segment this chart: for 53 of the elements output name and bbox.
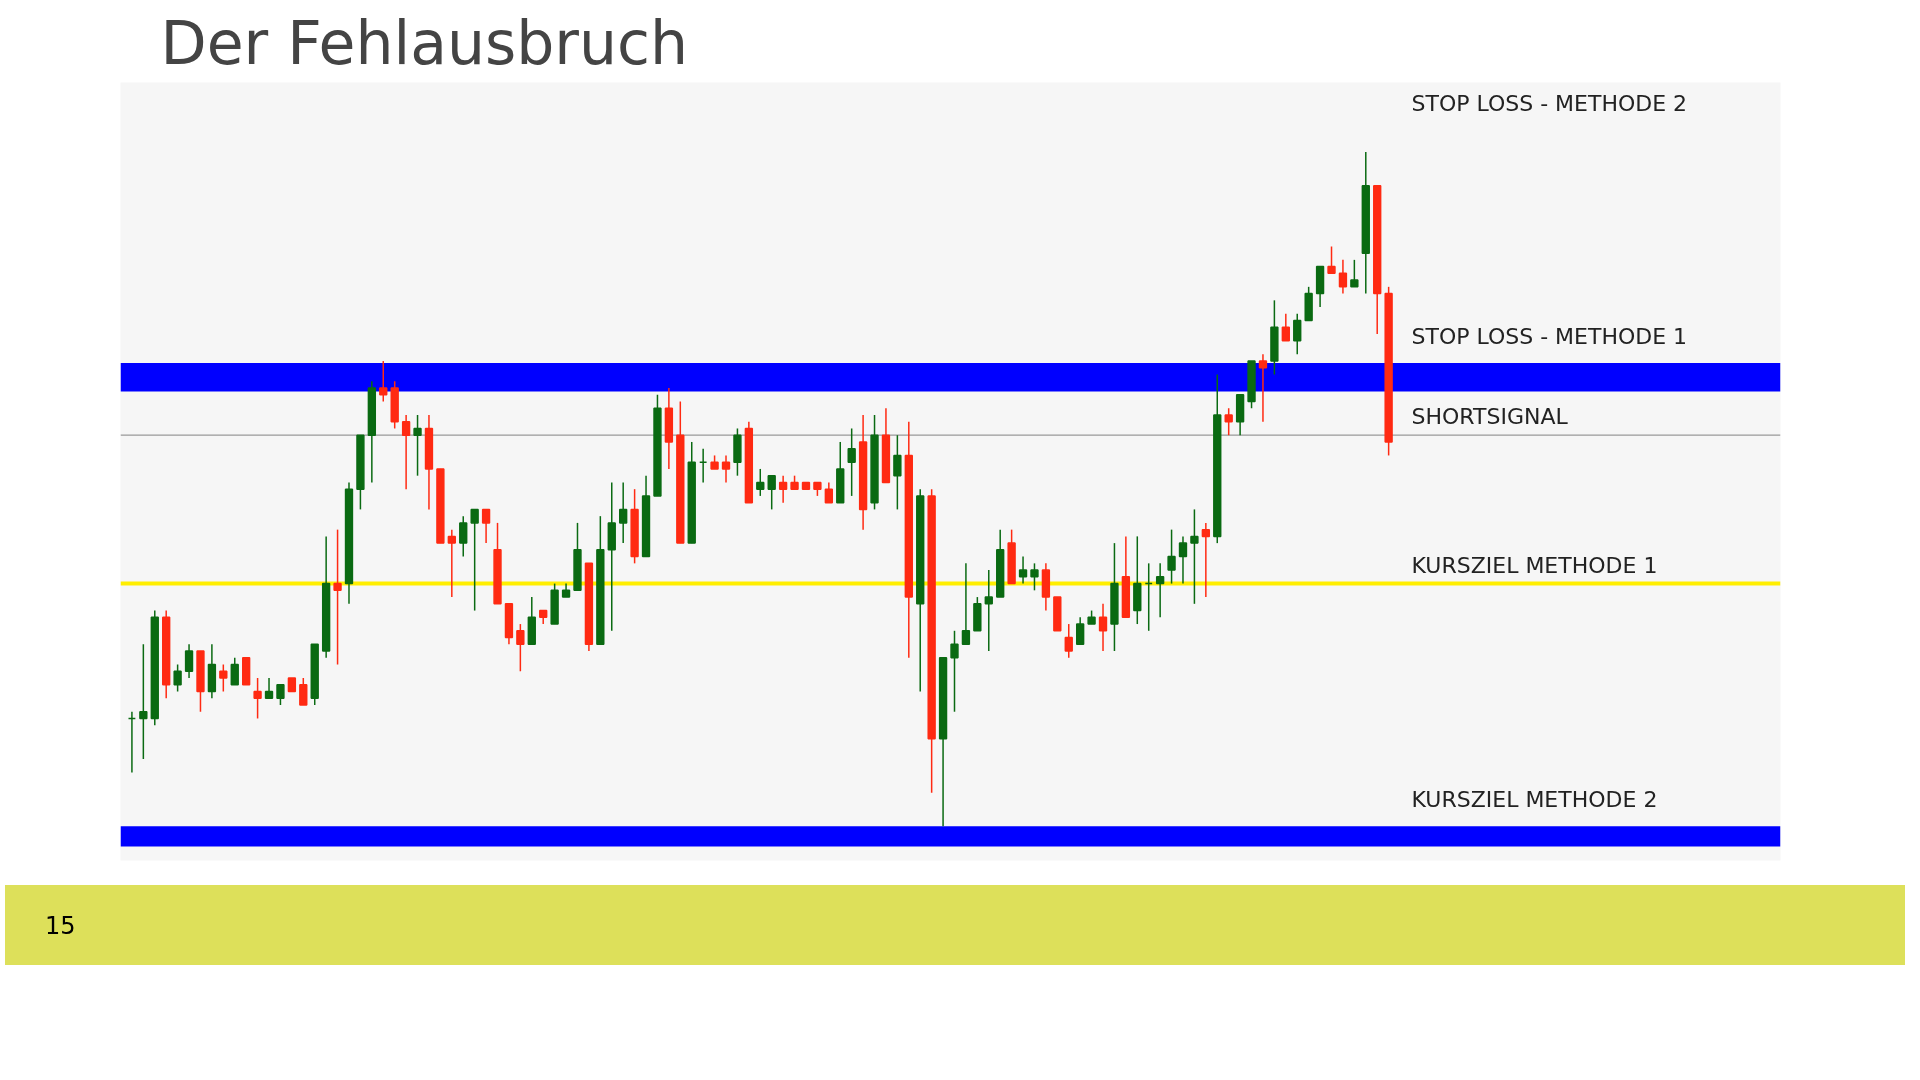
candlestick [756,468,765,497]
candlestick [1350,259,1359,288]
candlestick [1281,313,1290,342]
candlestick [1327,245,1336,275]
candlestick [173,663,182,693]
band-label: KURSZIEL METHODE 2 [1411,787,1658,813]
chart-title: Der Fehlausbruch [160,7,689,78]
candlestick [516,623,525,673]
candlestick [893,434,902,511]
candlestick [1178,535,1188,585]
candlestick [1224,407,1233,436]
candlestick [459,515,468,558]
candlestick [721,454,731,484]
candlestick [379,360,388,403]
candlestick [1064,623,1073,659]
band-label: STOP LOSS - METHODE 1 [1411,324,1688,350]
candlestick [184,643,194,679]
candlestick [778,474,788,504]
candlestick [264,677,274,699]
candlestick [1075,616,1085,646]
candlestick [1098,603,1108,652]
candlestick [230,657,239,686]
candlestick [447,528,456,598]
candlestick [470,508,479,612]
candlestick [413,414,422,477]
ref-line-label: KURSZIEL METHODE 1 [1411,552,1658,578]
candlestick [333,528,342,666]
candlestick [401,414,411,490]
text: STOP LOSS - METHODE 2 [1411,90,1688,116]
candlestick [1167,528,1176,585]
candlestick [619,481,628,544]
candlestick [1190,508,1199,605]
candlestick [950,630,959,713]
candlestick [961,562,971,646]
candlestick [253,677,262,720]
candlestick [1018,555,1028,585]
text: 15 [45,911,76,942]
candlestick [1155,562,1165,619]
candlestick [276,684,285,706]
candlestick [1338,259,1348,295]
candlestick [1293,313,1302,356]
candlestick [139,643,148,760]
candlestick [299,677,308,706]
candlestick [219,663,228,693]
ref-line-label: SHORTSIGNAL [1411,404,1569,430]
candlestick [481,508,491,544]
candlestick [847,427,856,497]
candlestick [1030,562,1039,592]
candlestick [824,481,833,504]
candlestick [1201,522,1211,598]
candlestick [767,474,776,511]
candlestick [1258,353,1268,423]
candlestick [984,569,993,652]
